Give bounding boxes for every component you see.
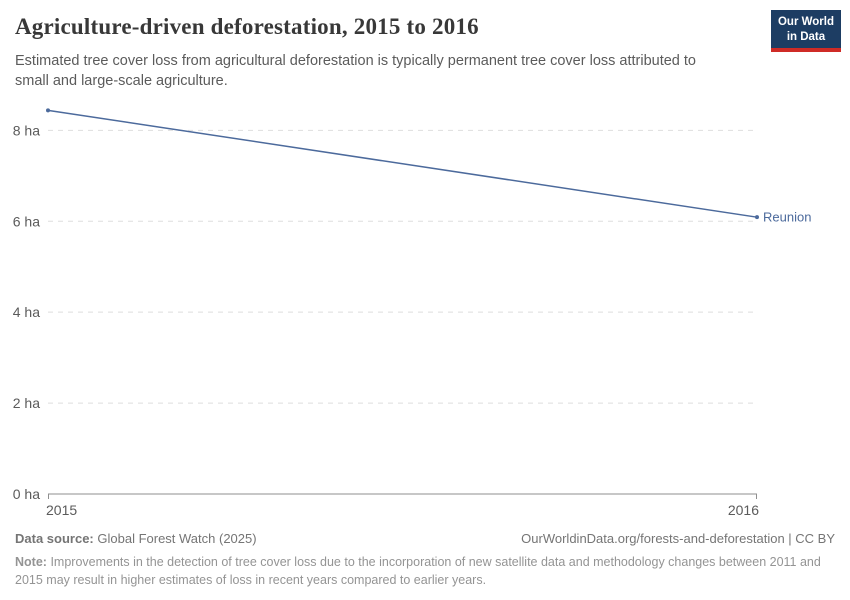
y-axis-tick-label: 2 ha (13, 395, 40, 411)
note-text: Improvements in the detection of tree co… (15, 555, 821, 588)
y-axis-tick-label: 6 ha (13, 213, 40, 229)
chart-subtitle: Estimated tree cover loss from agricultu… (15, 53, 696, 90)
owid-logo: Our World in Data (770, 10, 841, 52)
page-title: Agriculture-driven deforestation, 2015 t… (15, 14, 479, 39)
data-source: Data source: Global Forest Watch (2025) (15, 531, 257, 546)
data-source-value: Global Forest Watch (2025) (97, 531, 257, 546)
owid-logo-line1: Our World (777, 16, 834, 28)
y-axis-tick-label: 8 ha (13, 122, 40, 138)
data-point[interactable] (755, 215, 759, 220)
chart-footer: Data source: Global Forest Watch (2025) … (15, 531, 835, 546)
owid-logo-line2: in Data (786, 30, 826, 43)
data-source-label: Data source: (15, 531, 94, 546)
y-axis-tick-label: 4 ha (13, 304, 40, 320)
data-point[interactable] (46, 108, 50, 113)
line-chart: 0 ha 2 ha 4 ha 6 ha 8 ha 2015 2016 Reunion (13, 108, 811, 518)
note-label: Note: (15, 555, 47, 569)
y-axis-tick-label: 0 ha (13, 486, 40, 502)
series-line-reunion[interactable] (47, 109, 758, 218)
owid-license-link[interactable]: OurWorldinData.org/forests-and-deforesta… (521, 531, 835, 546)
x-axis-tick-label: 2016 (728, 502, 759, 518)
chart-note: Note: Improvements in the detection of t… (15, 553, 835, 589)
series-label-reunion[interactable]: Reunion (763, 210, 811, 225)
x-axis-tick-label: 2015 (46, 502, 77, 518)
